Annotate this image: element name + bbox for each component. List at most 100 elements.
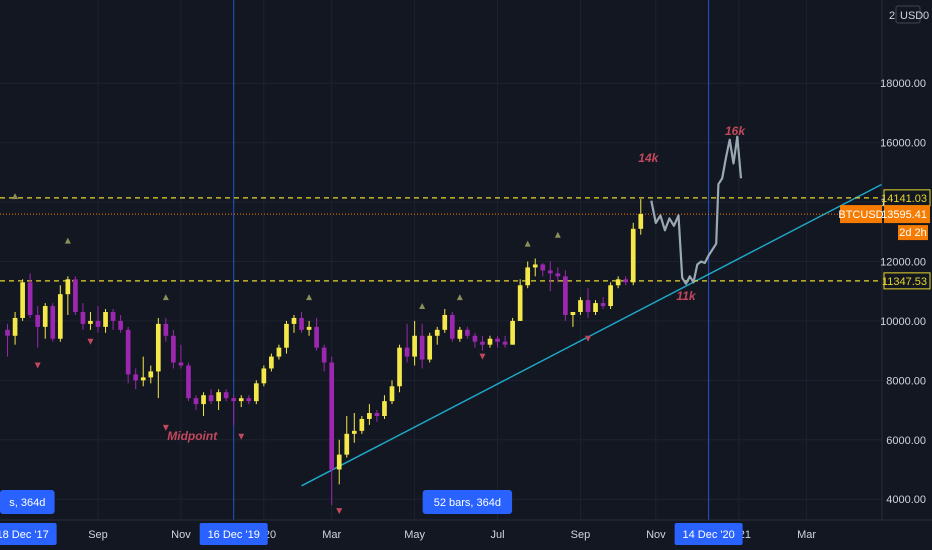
candle-body xyxy=(374,413,380,416)
candle-body xyxy=(57,294,63,339)
up-arrow-marker xyxy=(12,193,19,200)
annotation-label: Midpoint xyxy=(167,429,218,443)
time-tick-label: Sep xyxy=(571,529,591,541)
candle-body xyxy=(540,264,546,271)
candle-body xyxy=(570,312,576,315)
range-measure-tag xyxy=(0,490,55,514)
candle-body xyxy=(314,326,319,348)
time-cursor-tag xyxy=(0,523,57,545)
up-arrow-marker xyxy=(64,237,71,244)
candle-body xyxy=(125,329,131,375)
candle-body xyxy=(27,282,33,315)
candle-body xyxy=(630,228,636,283)
symbol-label: BTCUSD xyxy=(838,209,883,221)
time-cursor-tag xyxy=(674,523,743,545)
range-measure-label: s, 364d xyxy=(9,497,45,509)
currency-label: USD xyxy=(900,10,923,22)
time-axis[interactable]: SepNov2020MarMayJulSepNov2021Mar18 Dec '… xyxy=(0,519,932,550)
range-measure-label: 52 bars, 364d xyxy=(434,497,501,509)
horizontal-levels xyxy=(0,197,882,282)
time-cursor-label: 16 Dec '19 xyxy=(208,529,260,541)
level-price-label: 11347.53 xyxy=(882,276,927,288)
time-tick-label: May xyxy=(404,529,425,541)
range-measure-tag xyxy=(422,490,513,514)
candle-body xyxy=(50,306,56,339)
candle-body xyxy=(585,300,591,312)
candle-body xyxy=(457,329,463,339)
price-tick-label: 12000.00 xyxy=(880,256,926,268)
candle-body xyxy=(344,433,350,455)
candle-body xyxy=(269,356,274,369)
up-arrow-marker xyxy=(419,303,426,310)
annotation-label: 11k xyxy=(676,289,696,303)
time-tick-label: Nov xyxy=(646,529,666,541)
candle-body xyxy=(201,395,206,405)
time-cursor-label: 18 Dec '17 xyxy=(0,529,49,541)
candle-body xyxy=(367,413,372,419)
candle-body xyxy=(80,312,86,324)
candle-body xyxy=(163,323,169,336)
candle-body xyxy=(336,454,342,470)
grid xyxy=(0,0,882,520)
candle-body xyxy=(359,418,365,431)
candle-body xyxy=(193,398,199,405)
candle-body xyxy=(419,335,425,360)
candle-body xyxy=(208,395,214,402)
price-top-partial-2: 0 xyxy=(923,10,929,22)
annotation-label: 14k xyxy=(638,151,659,165)
candle-body xyxy=(593,303,598,312)
candle-body xyxy=(155,323,161,372)
candle-body xyxy=(389,386,395,402)
current-price-tag xyxy=(884,205,930,224)
countdown-label: 2d 2h xyxy=(899,227,927,239)
price-tick-label: 8000.00 xyxy=(886,375,926,387)
down-arrow-marker xyxy=(87,338,94,345)
price-tick-label: 4000.00 xyxy=(886,494,926,506)
candle-body xyxy=(351,430,357,434)
price-tick-label: 6000.00 xyxy=(886,435,926,447)
candle-body xyxy=(472,335,478,342)
candle-body xyxy=(578,300,583,312)
candle-body xyxy=(95,320,101,327)
price-axis-background xyxy=(882,0,932,520)
candle-body xyxy=(382,401,387,416)
candle-body xyxy=(88,320,93,324)
down-arrow-marker xyxy=(162,424,169,431)
candle-body xyxy=(246,398,252,402)
down-arrow-marker xyxy=(585,335,591,342)
candle-body xyxy=(110,312,116,321)
down-arrow-marker xyxy=(479,353,486,360)
candle-body xyxy=(495,338,500,342)
currency-badge[interactable] xyxy=(895,5,921,24)
candle-body xyxy=(600,303,606,307)
trendline-layer xyxy=(301,183,883,487)
candle-body xyxy=(291,317,297,324)
signal-markers xyxy=(12,193,591,515)
candle-body xyxy=(186,365,191,399)
candle-body xyxy=(133,374,139,381)
candle-body xyxy=(487,338,493,345)
candle-body xyxy=(284,323,289,348)
projection-path xyxy=(650,135,743,285)
time-tick-label: Jul xyxy=(491,529,505,541)
price-axis[interactable]: 2 USD 0 4000.00 6000.00 8000.00 10000.00 120… xyxy=(838,0,932,520)
price-tick-label: 18000.00 xyxy=(880,78,926,90)
candle-body xyxy=(306,326,312,330)
candle-body xyxy=(299,317,304,330)
candle-body xyxy=(434,329,440,336)
candle-body xyxy=(276,347,282,357)
candle-body xyxy=(65,279,71,295)
level-price-label: 14141.03 xyxy=(881,193,927,205)
candle-body xyxy=(20,282,25,318)
candle-body xyxy=(555,273,561,277)
candle-body xyxy=(329,362,335,470)
candle-body xyxy=(223,392,229,399)
candle-body xyxy=(171,335,176,363)
price-top-partial: 2 xyxy=(889,10,895,22)
trendline xyxy=(301,183,883,487)
countdown-tag xyxy=(898,225,928,241)
candle-body xyxy=(532,264,538,268)
candles xyxy=(5,199,644,506)
